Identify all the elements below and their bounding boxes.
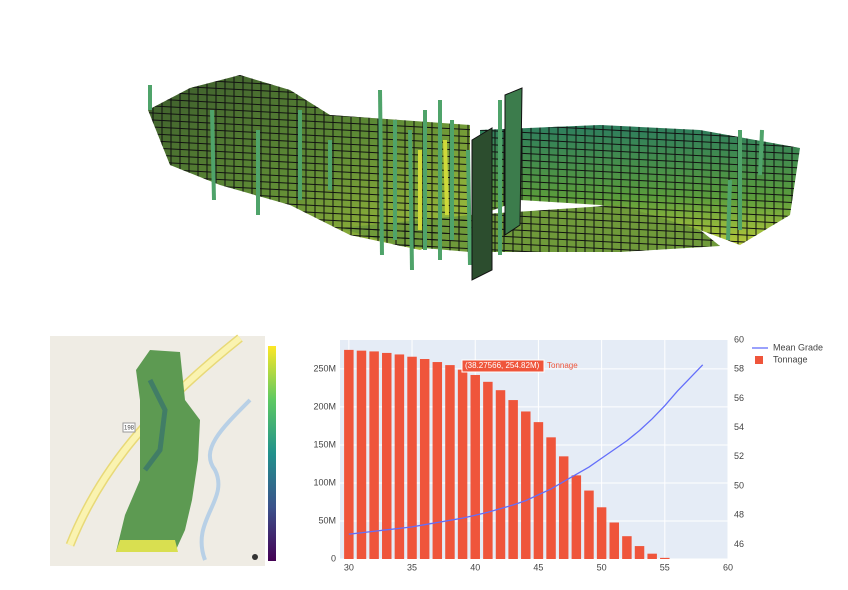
bar [571, 475, 582, 559]
y2-tick-label: 54 [734, 422, 744, 432]
y2-tick-label: 46 [734, 539, 744, 549]
road-label: 198 [124, 426, 135, 432]
bar [419, 359, 430, 559]
tooltip-box [461, 359, 545, 373]
bar [407, 356, 417, 559]
bar [596, 507, 607, 559]
x-tick-label: 55 [660, 562, 670, 572]
y2-tick-label: 52 [734, 451, 744, 461]
y-tick-label: 250M [313, 363, 336, 373]
bar [634, 546, 645, 559]
bar [584, 490, 594, 559]
y2-tick-label: 58 [734, 364, 744, 374]
bar [622, 536, 632, 559]
x-tick-label: 50 [597, 562, 607, 572]
y-tick-label: 150M [313, 439, 336, 449]
y2-tick-label: 56 [734, 393, 744, 403]
tooltip-name: Tonnage [547, 361, 578, 370]
x-tick-label: 40 [470, 562, 480, 572]
x-tick-label: 45 [533, 562, 543, 572]
bar [457, 369, 468, 559]
bar [483, 381, 493, 559]
bar [609, 522, 619, 559]
bar [394, 354, 405, 559]
bar [432, 362, 443, 559]
x-tick-label: 35 [407, 562, 417, 572]
bar [546, 437, 556, 559]
bar [495, 390, 506, 559]
line [348, 364, 704, 535]
y-tick-label: 100M [313, 477, 336, 487]
y-tick-label: 50M [318, 515, 336, 525]
bar [660, 557, 670, 559]
tooltip-label: (38.27566, 254.82M) [465, 361, 540, 370]
y2-tick-label: 50 [734, 480, 744, 490]
bar [647, 553, 657, 559]
bar [344, 349, 354, 559]
map: 198 [50, 334, 276, 566]
block-model [148, 75, 800, 281]
y-tick-label: 0 [331, 553, 336, 563]
y-tick-label: 200M [313, 401, 336, 411]
legend-label: Mean Grade [773, 342, 823, 352]
bar [533, 422, 544, 559]
bar [508, 400, 518, 559]
legend-swatch [755, 356, 763, 364]
bar [470, 374, 480, 559]
x-tick-label: 30 [344, 562, 354, 572]
y2-tick-label: 60 [734, 334, 744, 344]
legend-label: Tonnage [773, 354, 808, 364]
bar [558, 456, 569, 559]
bar [382, 352, 392, 559]
bar [369, 351, 379, 559]
x-tick-label: 60 [723, 562, 733, 572]
bar [356, 350, 367, 559]
bar [521, 411, 531, 559]
y2-tick-label: 48 [734, 510, 744, 520]
bar [445, 365, 455, 559]
grade-tonnage-chart: 0 50M 100M 150M 200M 250M 30 35 40 45 50 55 60 46 48 50… [313, 334, 823, 572]
